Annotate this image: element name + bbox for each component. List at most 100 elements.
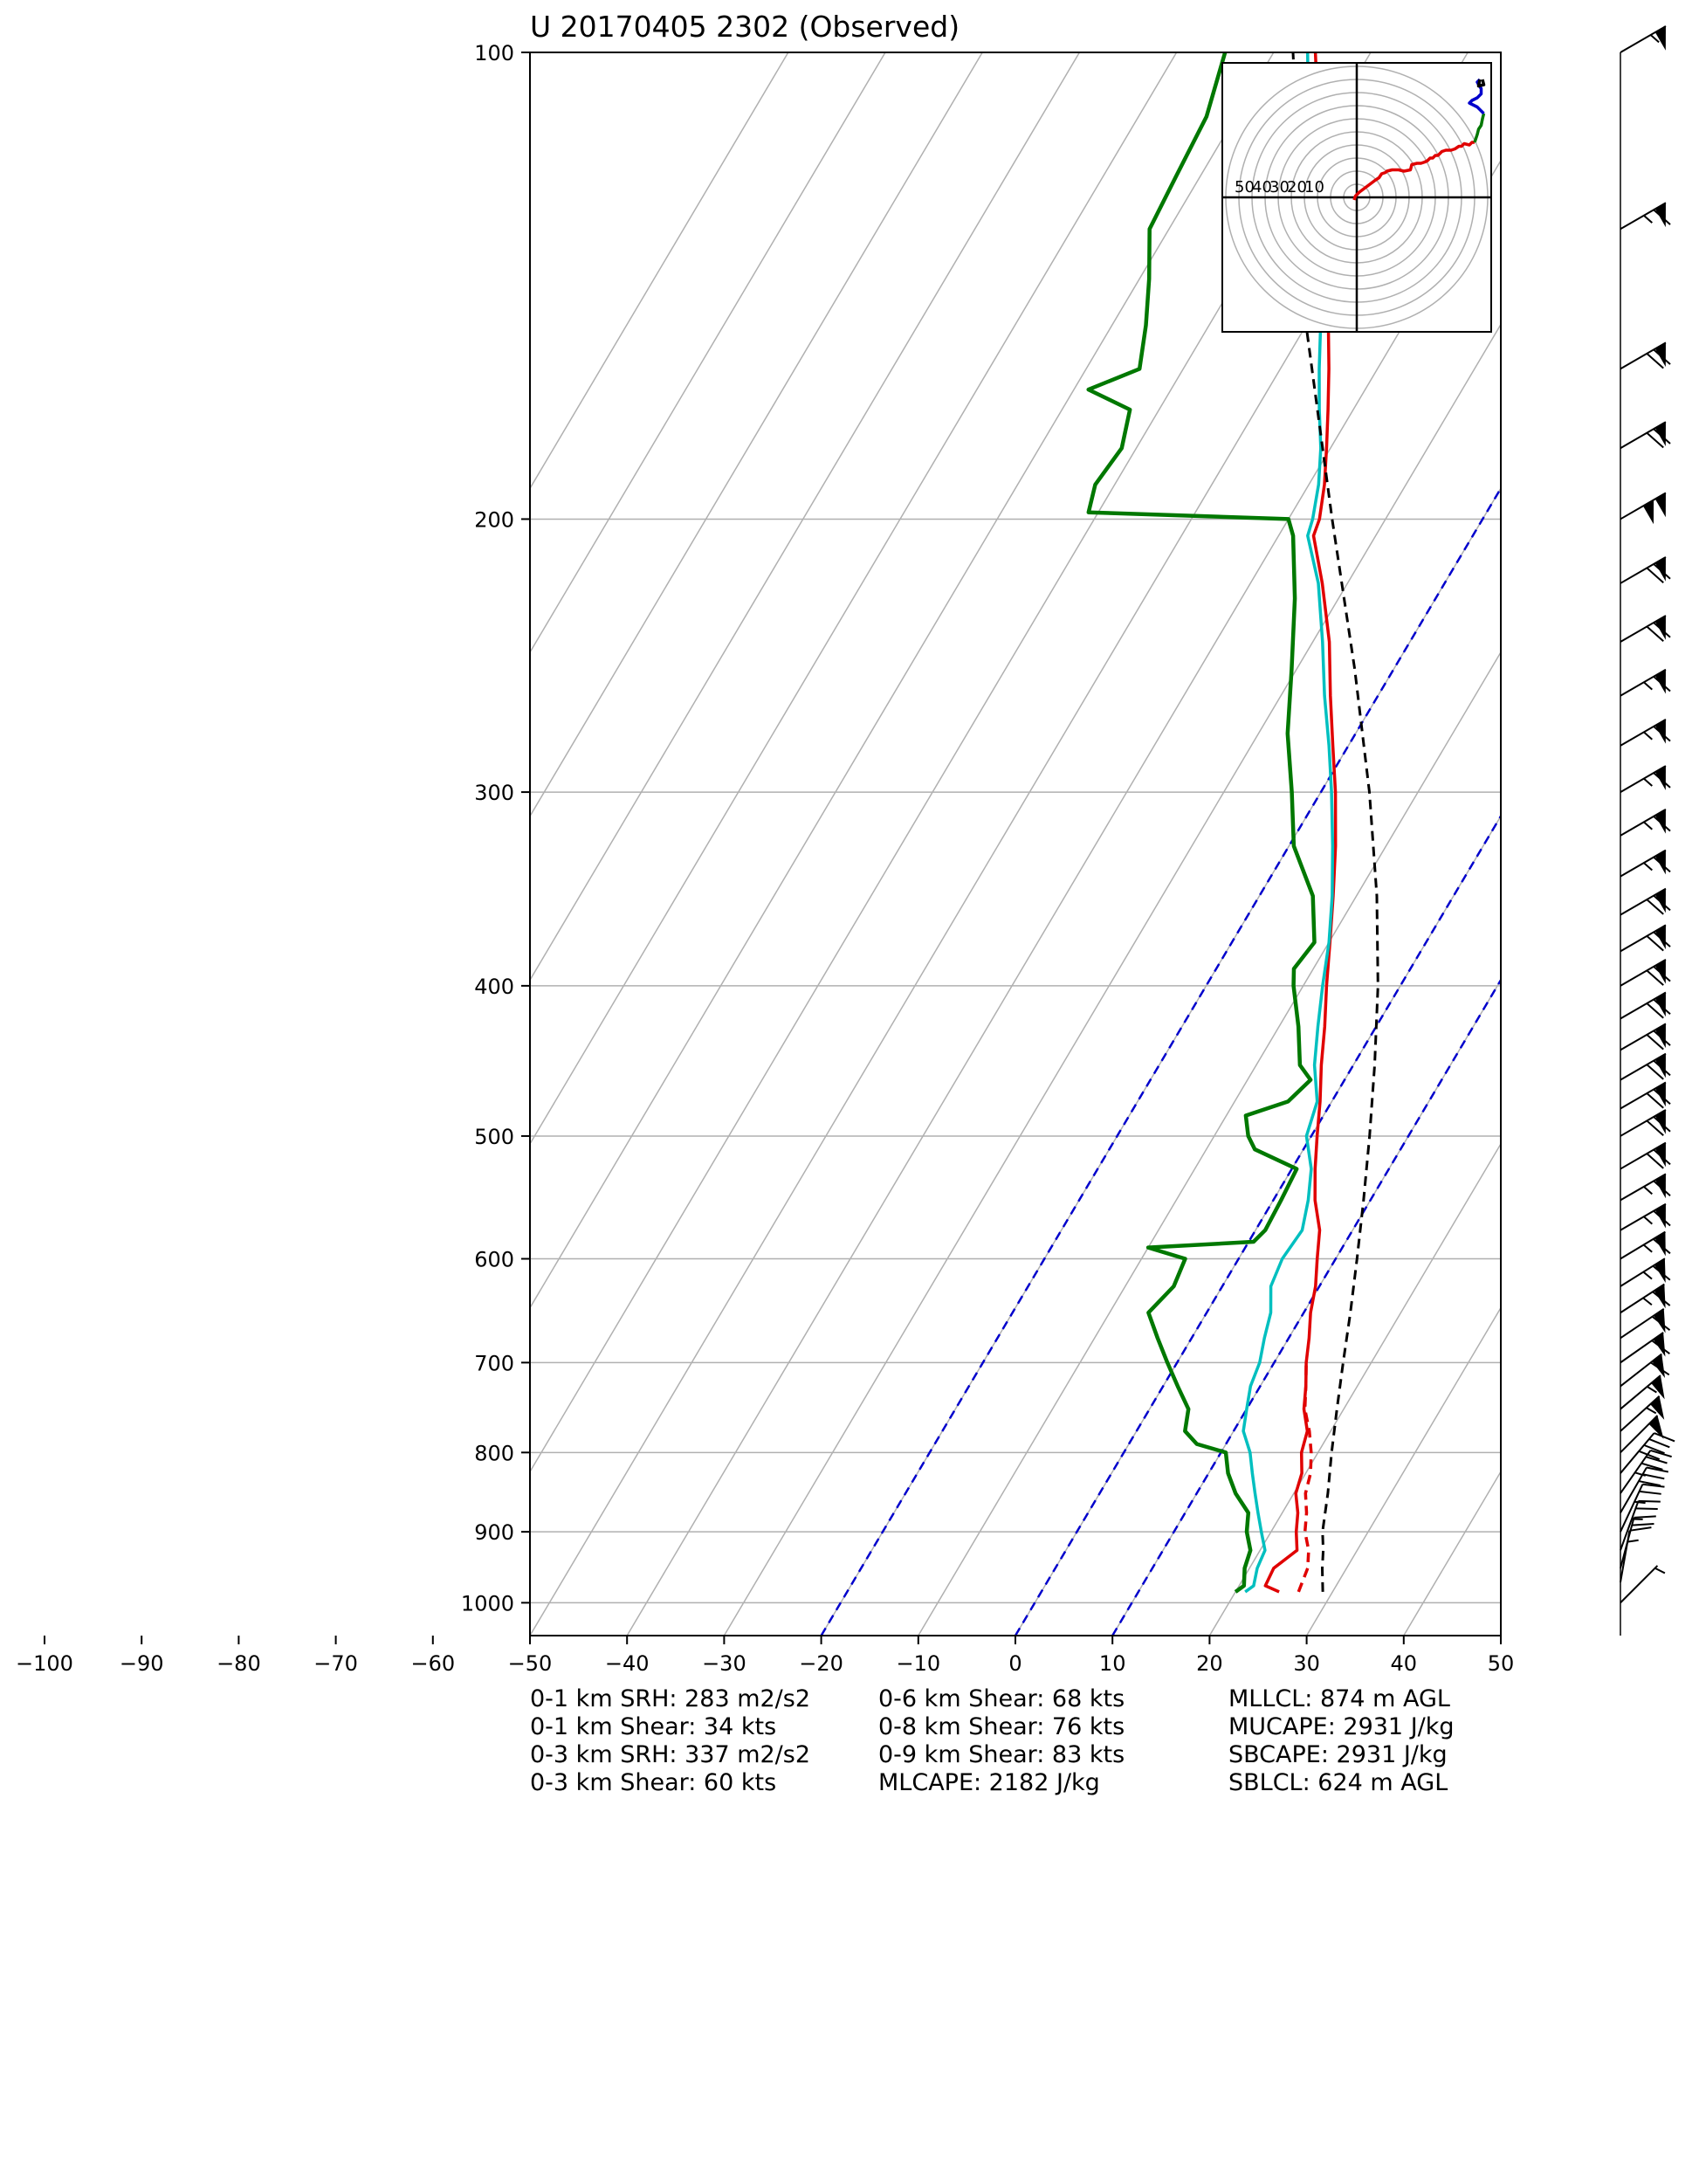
wind-barb-38 <box>1620 202 1671 231</box>
stat-mllcl: MLLCL: 874 m AGL <box>1228 1685 1450 1712</box>
wind-barb-11 <box>1620 1353 1670 1388</box>
x-tick-label--70: −70 <box>313 1651 358 1676</box>
x-tick-label--10: −10 <box>896 1651 940 1676</box>
y-axis-ticks: 100 200 300 400 500 600 700 800 900 1000 <box>461 41 530 1616</box>
profile-line-3 <box>1086 52 1317 1594</box>
isotherm--120 <box>530 52 789 490</box>
stat-shear-0-3: 0-3 km Shear: 60 kts <box>530 1769 777 1796</box>
wind-barb-9 <box>1620 1395 1665 1432</box>
x-tick-label--60: −60 <box>410 1651 455 1676</box>
wind-barb-37 <box>1620 341 1671 370</box>
isotherm--60 <box>530 52 1372 1473</box>
wind-barb-27 <box>1620 887 1671 916</box>
wind-barb-19 <box>1620 1141 1671 1170</box>
isotherm-20 <box>1208 1142 1501 1636</box>
y-tick-label-700: 700 <box>474 1351 514 1375</box>
x-axis-ticks: −100 −90 −80 −70 −60 −50 −40 −30 −20 −10 0 10 20 30 40… <box>16 1636 1514 1676</box>
stat-shear-0-1: 0-1 km Shear: 34 kts <box>530 1713 777 1740</box>
wind-barb-4 <box>1620 1483 1665 1533</box>
wind-barb-29 <box>1620 808 1671 837</box>
wind-barb-13 <box>1620 1307 1671 1340</box>
y-tick-label-900: 900 <box>474 1520 514 1545</box>
wind-barb-12 <box>1620 1332 1670 1364</box>
wind-barb-30 <box>1620 765 1671 793</box>
wind-barbs <box>1620 25 1675 1636</box>
wind-barb-17 <box>1620 1202 1671 1231</box>
wind-barb-0 <box>1620 1565 1666 1604</box>
wind-barb-2 <box>1620 1515 1656 1569</box>
profile-line-2 <box>1242 52 1335 1594</box>
wind-barb-16 <box>1620 1230 1671 1260</box>
wind-barb-24 <box>1620 991 1671 1020</box>
x-tick-label-40: 40 <box>1391 1651 1418 1676</box>
y-tick-label-1000: 1000 <box>461 1591 514 1616</box>
hodograph-ring-label-10: 10 <box>1304 178 1324 196</box>
wind-barb-5 <box>1620 1466 1668 1513</box>
x-tick-label--50: −50 <box>508 1651 553 1676</box>
y-tick-label-800: 800 <box>474 1441 514 1465</box>
x-tick-label-0: 0 <box>1008 1651 1021 1676</box>
x-tick-label-20: 20 <box>1196 1651 1223 1676</box>
hodograph-ring-label-30: 30 <box>1269 178 1290 196</box>
profile-line-0 <box>1263 52 1338 1594</box>
x-tick-label--80: −80 <box>217 1651 261 1676</box>
stat-shear-0-6: 0-6 km Shear: 68 kts <box>878 1685 1125 1712</box>
stat-mucape: MUCAPE: 2931 J/kg <box>1228 1713 1455 1740</box>
wind-barb-20 <box>1620 1109 1671 1137</box>
wind-barb-15 <box>1620 1257 1671 1287</box>
wind-barb-39 <box>1620 25 1667 53</box>
stat-shear-0-8: 0-8 km Shear: 76 kts <box>878 1713 1125 1740</box>
isotherm--70 <box>530 52 1275 1310</box>
stats-column-1: 0-1 km SRH: 283 m2/s2 0-1 km Shear: 34 k… <box>530 1685 810 1797</box>
hodograph-trace-0 <box>1352 141 1475 201</box>
wind-barb-31 <box>1620 719 1671 747</box>
isotherm--100 <box>530 52 983 818</box>
hodograph-trace-3 <box>1476 79 1486 88</box>
profile-series <box>1086 52 1379 1594</box>
x-tick-label-10: 10 <box>1099 1651 1126 1676</box>
y-tick-label-100: 100 <box>474 41 514 65</box>
isotherm--90 <box>530 52 1081 982</box>
profile-line-1 <box>1297 1362 1313 1593</box>
wind-barb-22 <box>1620 1052 1671 1081</box>
stat-sbcape: SBCAPE: 2931 J/kg <box>1228 1741 1448 1768</box>
x-tick-label--30: −30 <box>702 1651 746 1676</box>
isotherm--20 <box>820 486 1501 1636</box>
x-tick-label--100: −100 <box>16 1651 73 1676</box>
wind-barb-8 <box>1620 1415 1664 1454</box>
wind-barb-28 <box>1620 849 1671 878</box>
hodograph-trace-1 <box>1473 113 1486 143</box>
wind-barb-7 <box>1620 1432 1675 1474</box>
hodograph-ring-label-50: 50 <box>1235 178 1255 196</box>
wind-barb-36 <box>1620 421 1671 450</box>
y-tick-label-300: 300 <box>474 781 514 805</box>
chart-title: U 20170405 2302 (Observed) <box>530 10 960 44</box>
isotherm-30 <box>1305 1306 1501 1636</box>
y-tick-label-400: 400 <box>474 975 514 999</box>
wind-barb-32 <box>1620 668 1671 697</box>
wind-barb-33 <box>1620 615 1671 643</box>
wind-barb-6 <box>1620 1449 1672 1494</box>
profile-line-4 <box>1291 52 1379 1592</box>
stats-column-3: MLLCL: 874 m AGL MUCAPE: 2931 J/kg SBCAP… <box>1228 1685 1455 1797</box>
wind-barb-10 <box>1620 1374 1665 1410</box>
wind-barb-26 <box>1620 924 1671 953</box>
hodograph-ring-label-40: 40 <box>1252 178 1272 196</box>
wind-barb-21 <box>1620 1081 1671 1110</box>
y-tick-label-200: 200 <box>474 507 514 532</box>
wind-barb-35 <box>1620 492 1667 525</box>
isotherm-10 <box>1111 978 1501 1636</box>
isotherm--110 <box>530 52 886 654</box>
x-tick-label--20: −20 <box>799 1651 843 1676</box>
wind-barb-25 <box>1620 959 1671 987</box>
y-tick-label-500: 500 <box>474 1125 514 1149</box>
stat-srh-0-1: 0-1 km SRH: 283 m2/s2 <box>530 1685 811 1712</box>
stat-sblcl: SBLCL: 624 m AGL <box>1228 1769 1448 1796</box>
isotherm--10 <box>918 651 1501 1636</box>
isotherm--30 <box>723 323 1501 1636</box>
x-tick-label-50: 50 <box>1488 1651 1515 1676</box>
wind-barb-3 <box>1620 1499 1661 1551</box>
x-tick-label-30: 30 <box>1293 1651 1320 1676</box>
